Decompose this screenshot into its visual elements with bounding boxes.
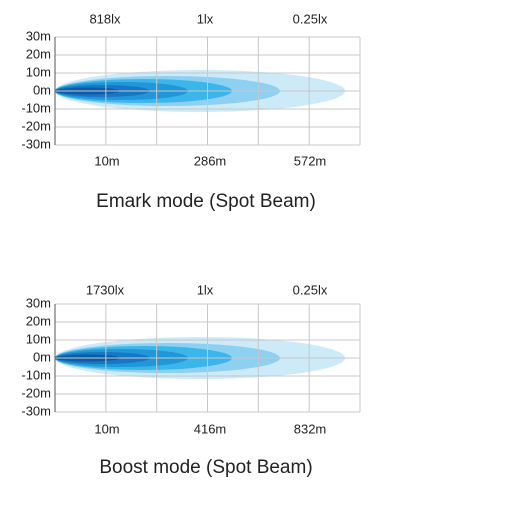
illuminance-label: 0.25lx: [293, 11, 328, 26]
y-label: -30m: [21, 403, 51, 418]
y-label: -10m: [21, 367, 51, 382]
y-label: 30m: [26, 295, 51, 310]
y-label: 0m: [33, 349, 51, 364]
illuminance-label: 1730lx: [86, 282, 125, 297]
illuminance-label: 0.25lx: [293, 282, 328, 297]
distance-label: 10m: [94, 153, 119, 168]
distance-label: 286m: [194, 153, 227, 168]
distance-label: 572m: [294, 153, 327, 168]
y-label: -30m: [21, 136, 51, 151]
caption: Boost mode (Spot Beam): [99, 457, 312, 478]
y-label: -20m: [21, 118, 51, 133]
y-label: 20m: [26, 313, 51, 328]
y-label: 30m: [26, 28, 51, 43]
distance-label: 832m: [294, 421, 327, 436]
caption: Emark mode (Spot Beam): [96, 191, 316, 212]
y-label: 10m: [26, 64, 51, 79]
y-label: -10m: [21, 100, 51, 115]
illuminance-label: 1lx: [197, 282, 214, 297]
y-label: 10m: [26, 331, 51, 346]
y-label: 20m: [26, 46, 51, 61]
y-label: -20m: [21, 385, 51, 400]
illuminance-label: 1lx: [197, 11, 214, 26]
illuminance-label: 818lx: [89, 11, 121, 26]
distance-label: 416m: [194, 421, 227, 436]
y-label: 0m: [33, 82, 51, 97]
distance-label: 10m: [94, 421, 119, 436]
